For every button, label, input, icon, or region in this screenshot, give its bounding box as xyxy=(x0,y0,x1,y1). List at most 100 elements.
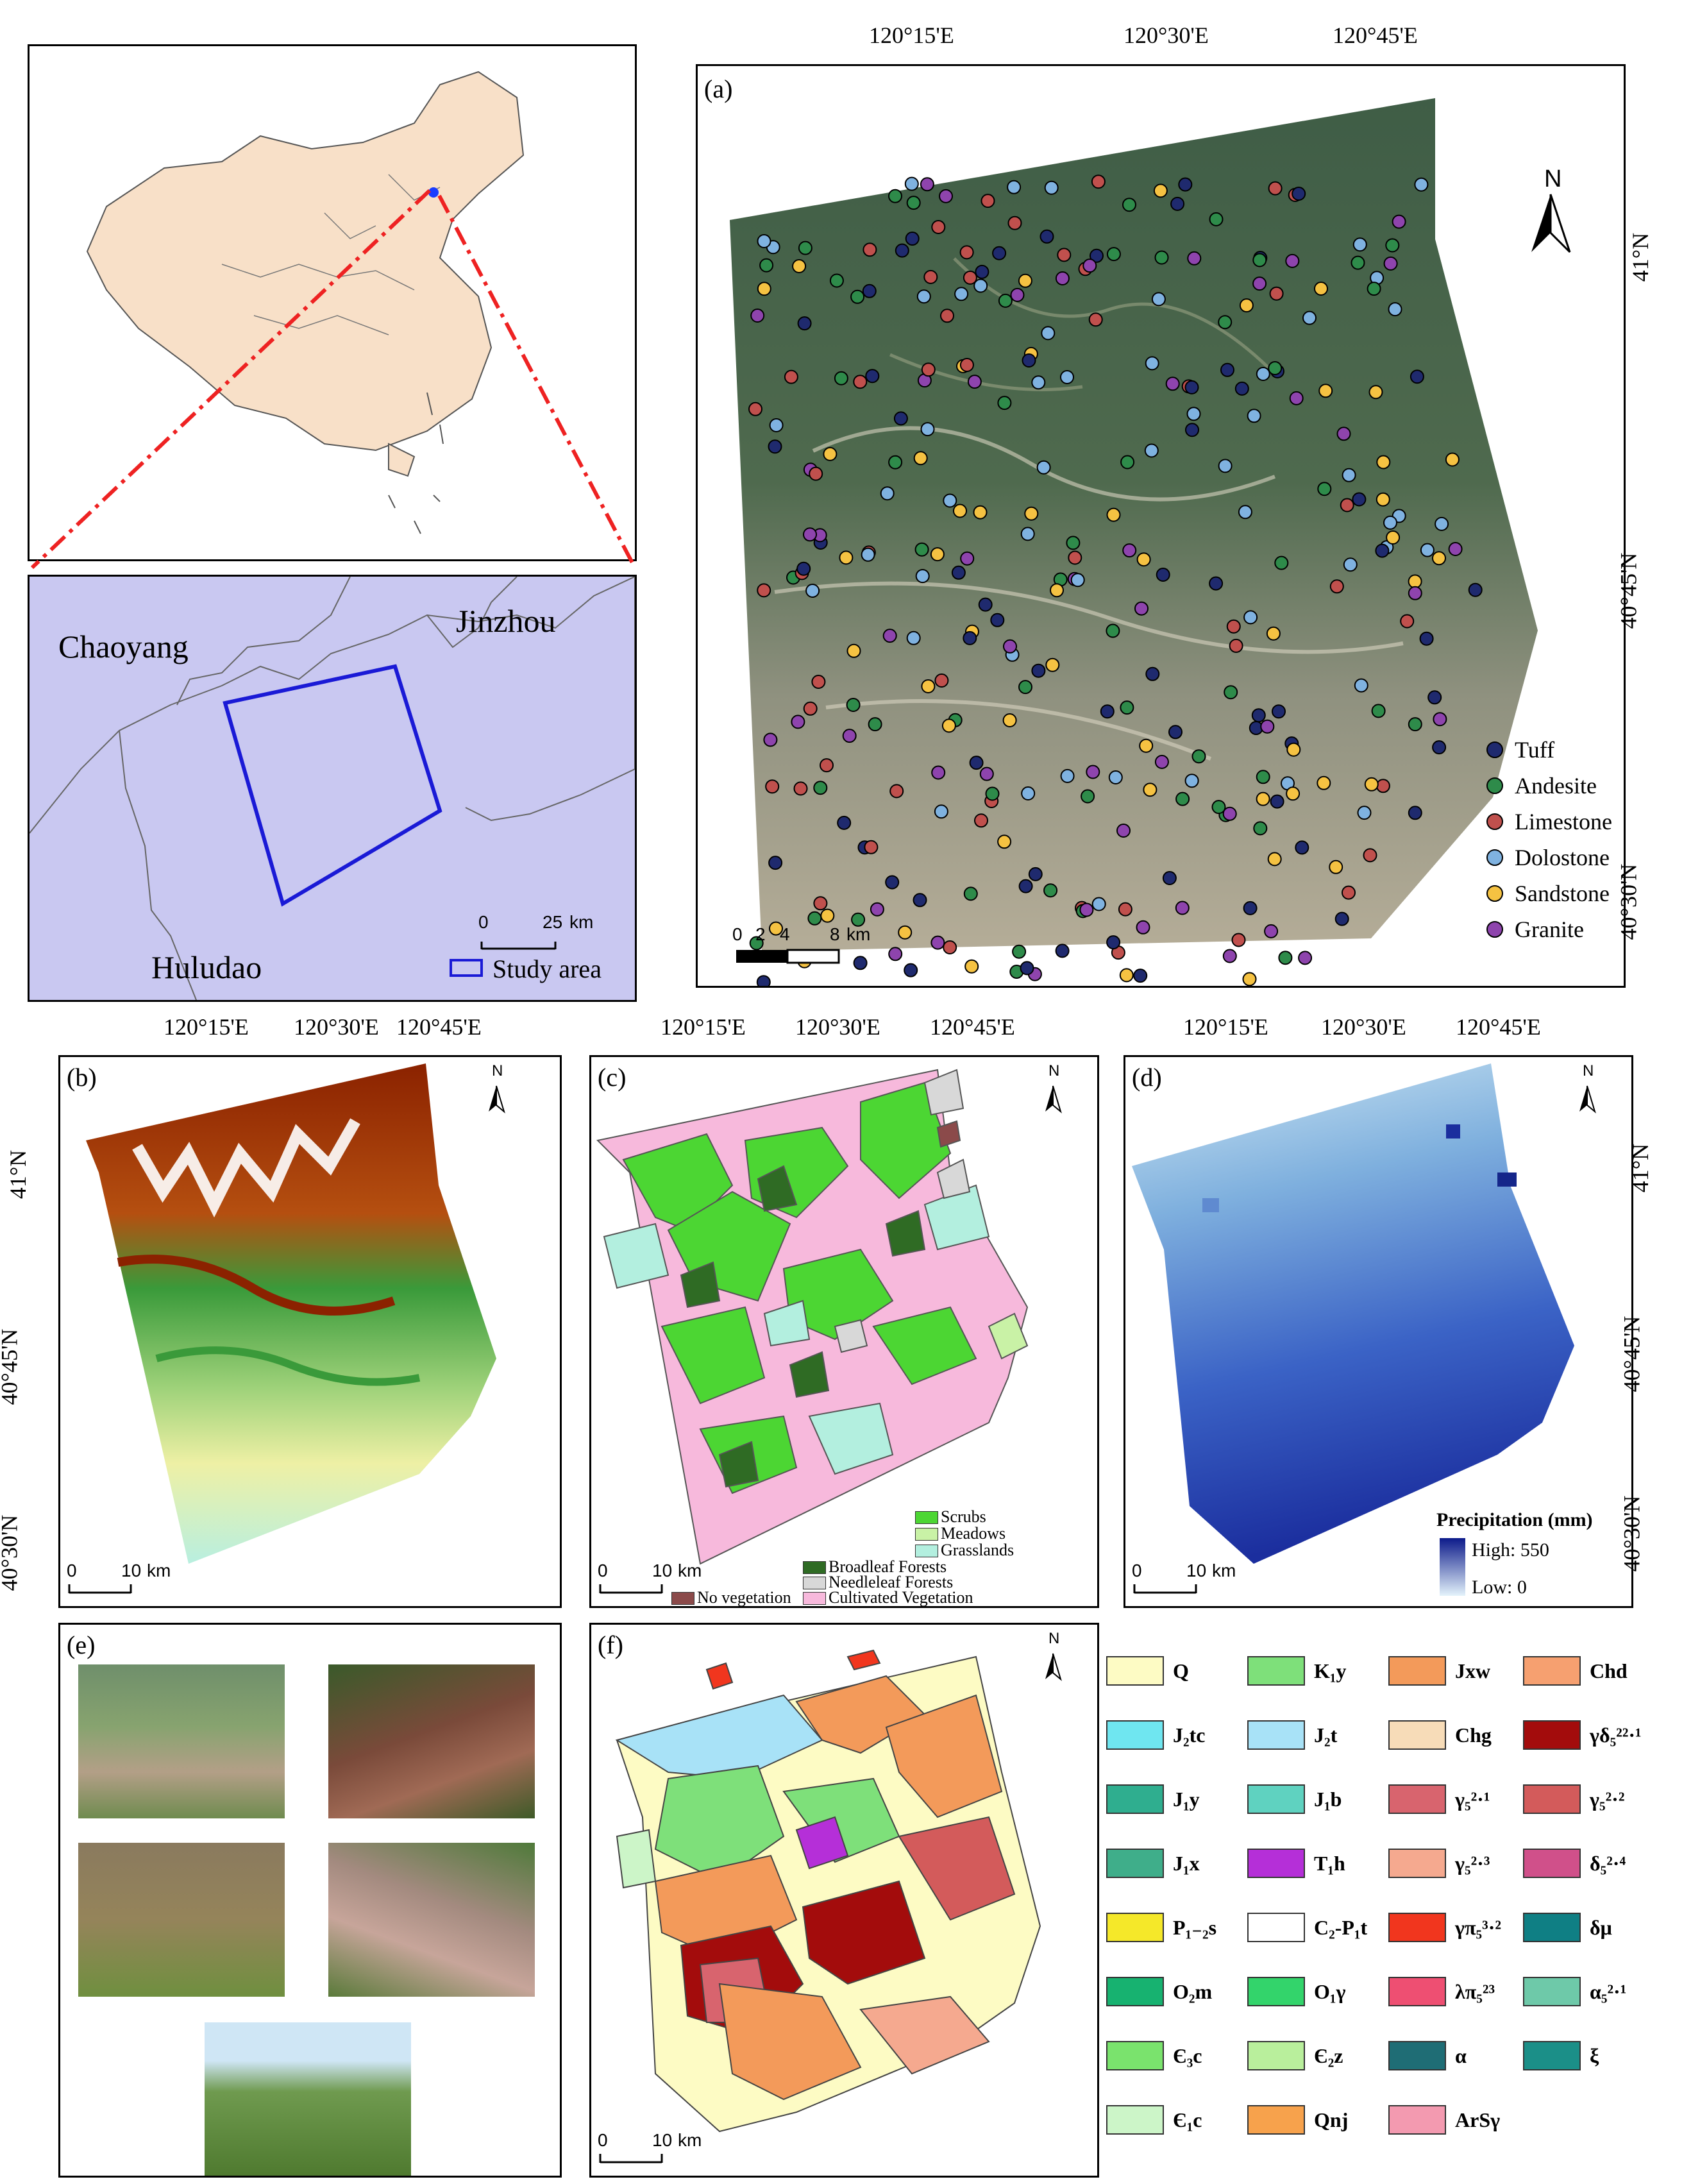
sample-point xyxy=(1002,713,1017,727)
sample-point xyxy=(850,289,865,304)
sample-point xyxy=(973,278,988,293)
sample-point xyxy=(959,245,974,260)
scale-label: km xyxy=(678,2130,702,2150)
lon-tick: 120°15'E xyxy=(1183,1014,1268,1040)
sample-point xyxy=(1145,666,1160,681)
panel-e-photos: (e) xyxy=(58,1623,562,2178)
sample-point xyxy=(1039,229,1054,244)
sample-point xyxy=(1243,901,1258,915)
rock-type-legend-item: Tuff xyxy=(1486,736,1554,763)
sample-point xyxy=(997,396,1012,411)
geology-swatch xyxy=(1388,1656,1446,1686)
sample-point xyxy=(921,362,936,377)
rock-type-legend-item: Sandstone xyxy=(1486,880,1610,907)
scale-label: 25 xyxy=(543,912,563,932)
sample-point xyxy=(1116,824,1131,838)
vegetation-swatch xyxy=(803,1577,826,1589)
vegetation-swatch xyxy=(803,1592,826,1605)
lon-tick: 120°15'E xyxy=(661,1014,746,1040)
sample-point xyxy=(811,675,826,689)
china-outline xyxy=(86,71,525,534)
sample-point xyxy=(880,486,895,501)
north-arrow xyxy=(1531,194,1571,253)
sample-point xyxy=(1045,657,1060,672)
geology-legend-item: J₁y xyxy=(1106,1780,1200,1818)
sample-point xyxy=(1165,377,1180,391)
geology-label: T₁h xyxy=(1314,1851,1345,1875)
study-area-legend-swatch xyxy=(450,959,483,977)
geology-label: Chg xyxy=(1455,1723,1492,1747)
geology-label: J₁y xyxy=(1173,1787,1200,1811)
sample-point xyxy=(1302,310,1317,325)
scale-label: 0 xyxy=(478,912,489,932)
lat-tick: 40°45'N xyxy=(1619,1316,1645,1393)
sample-point xyxy=(1371,704,1386,718)
sample-point xyxy=(1408,574,1422,589)
sample-point xyxy=(757,583,771,598)
geology-swatch xyxy=(1247,1656,1305,1686)
scale-label: 8 xyxy=(830,924,840,944)
sample-point xyxy=(979,766,994,781)
sample-point xyxy=(1376,455,1391,470)
geology-legend-item: γπ₅³·² xyxy=(1388,1908,1501,1947)
sample-point xyxy=(820,908,835,923)
lon-tick: 120°15'E xyxy=(869,22,954,48)
sample-point xyxy=(882,629,897,643)
sample-point xyxy=(1106,247,1121,262)
field-photo xyxy=(328,1664,535,1818)
sample-point xyxy=(1043,883,1058,898)
sample-point xyxy=(793,781,808,796)
sample-point xyxy=(1209,576,1224,591)
sample-point xyxy=(1400,614,1415,629)
geology-legend-item: γ₅²·² xyxy=(1523,1780,1624,1818)
sample-point xyxy=(1298,951,1313,965)
sample-point xyxy=(1352,237,1367,252)
sample-point xyxy=(1435,516,1449,531)
sample-point xyxy=(934,673,949,688)
sample-point xyxy=(1267,852,1282,867)
sample-point xyxy=(809,466,823,481)
scale-label: 0 xyxy=(67,1561,77,1580)
legend-label: Sandstone xyxy=(1515,881,1610,906)
sample-point xyxy=(820,758,834,773)
geology-label: Q xyxy=(1173,1659,1189,1682)
sample-point xyxy=(913,893,927,908)
geology-label: J₁x xyxy=(1173,1851,1200,1875)
sample-point xyxy=(1018,879,1033,893)
sample-point xyxy=(885,875,900,890)
sample-point xyxy=(1317,482,1332,496)
sample-point xyxy=(763,732,778,747)
sample-point xyxy=(1231,933,1246,947)
sample-point xyxy=(1100,704,1115,719)
geology-legend-item: γδ₅²²·¹ xyxy=(1523,1716,1642,1754)
vegetation-label: Cultivated Vegetation xyxy=(829,1588,973,1607)
geology-legend-item: T₁h xyxy=(1247,1844,1345,1883)
geology-label: δ₅²·⁴ xyxy=(1590,1851,1626,1875)
sample-point xyxy=(797,316,812,331)
sample-point xyxy=(1272,704,1286,719)
geology-label: ArSγ xyxy=(1455,2108,1501,2131)
geology-swatch xyxy=(1247,1913,1305,1942)
rock-type-legend-item: Dolostone xyxy=(1486,844,1610,871)
geology-legend-item: Chg xyxy=(1388,1716,1492,1754)
sample-point xyxy=(1162,871,1177,885)
sample-point xyxy=(1286,742,1301,757)
sample-point xyxy=(1185,423,1199,437)
geology-legend-item: δμ xyxy=(1523,1908,1612,1947)
sample-point xyxy=(1270,794,1284,809)
geology-label: λπ₅²³ xyxy=(1455,1979,1495,2003)
sample-point xyxy=(1342,885,1356,900)
sample-point xyxy=(1106,623,1120,638)
sample-point xyxy=(823,446,837,461)
sample-point xyxy=(1068,550,1082,565)
sample-point xyxy=(1368,385,1383,400)
lat-tick: 41°N xyxy=(5,1149,31,1199)
sample-point xyxy=(1044,180,1059,195)
north-label: N xyxy=(1048,1630,1060,1647)
field-photo xyxy=(78,1664,285,1818)
geology-swatch xyxy=(1523,1784,1581,1814)
geology-label: γ₅²·¹ xyxy=(1455,1787,1490,1811)
sample-point xyxy=(1153,183,1168,198)
geology-swatch xyxy=(1247,1849,1305,1878)
sample-point xyxy=(1143,783,1157,797)
